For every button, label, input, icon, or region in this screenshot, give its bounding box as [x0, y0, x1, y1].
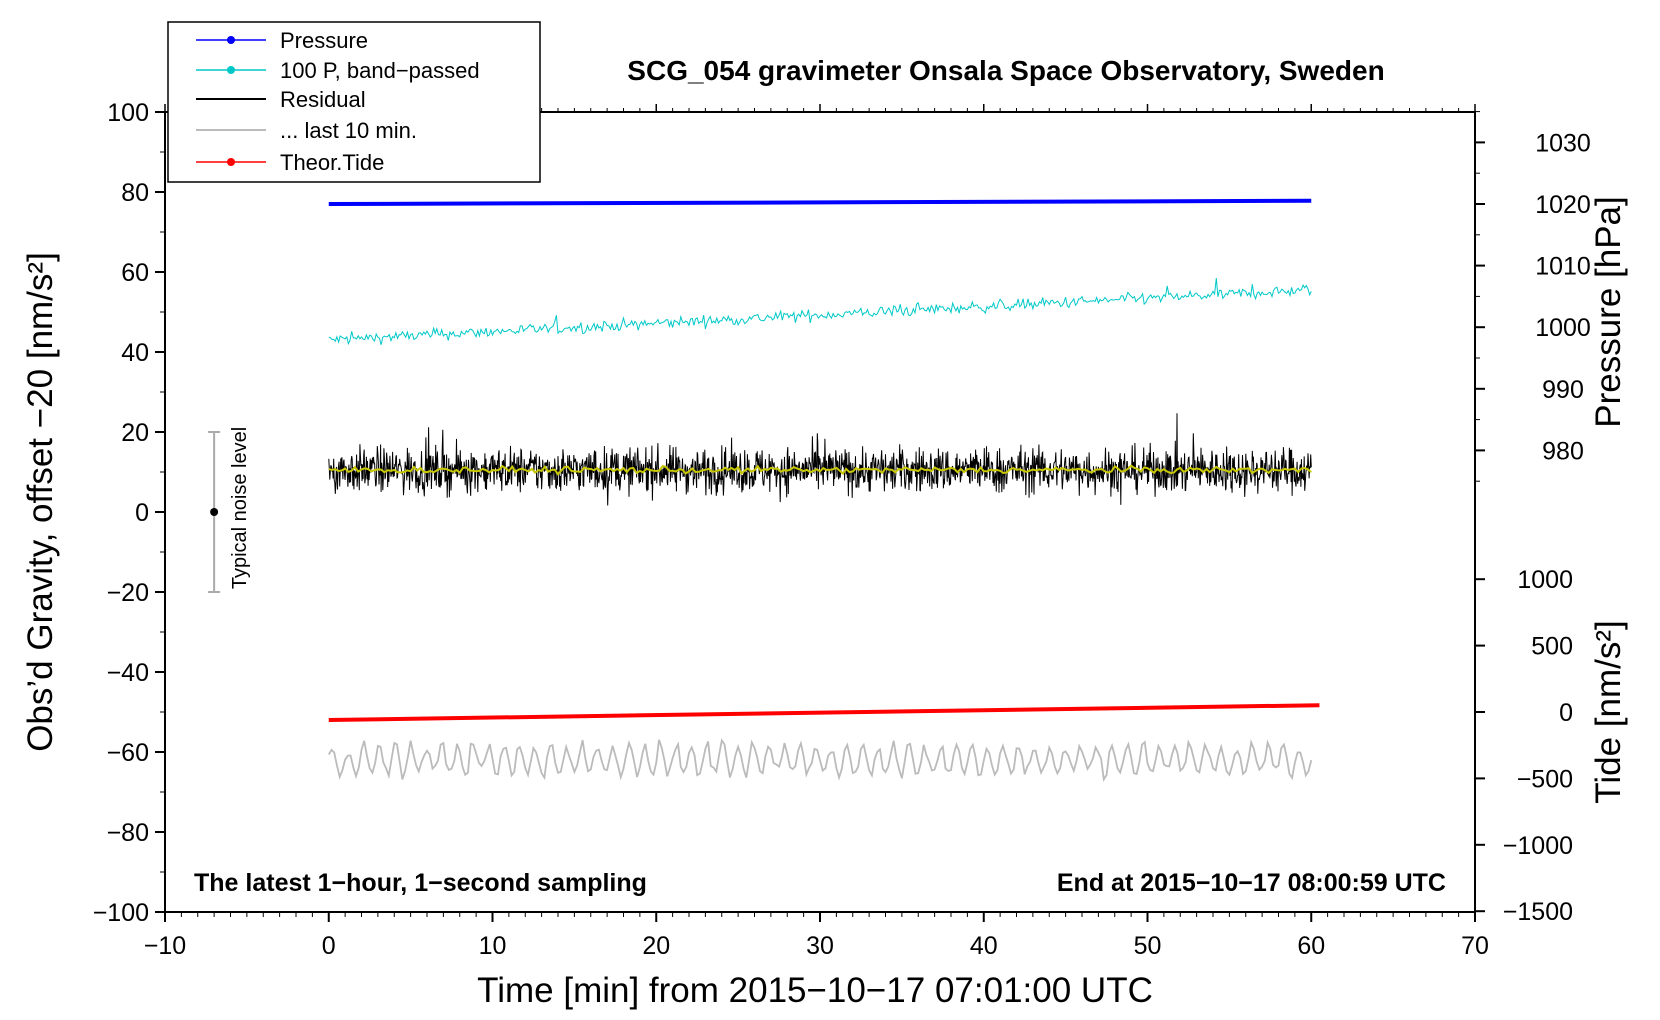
x-tick-label: 40	[970, 932, 998, 960]
y-tick-label: −80	[107, 819, 149, 847]
noise-level-indicator: Typical noise level	[208, 427, 251, 593]
series-band-passed	[328, 277, 1312, 346]
chart-title: SCG_054 gravimeter Onsala Space Observat…	[627, 55, 1384, 86]
plot-frame	[164, 111, 1476, 913]
series-theor-tide	[328, 703, 1320, 722]
legend-label-theor-tide: Theor.Tide	[280, 150, 384, 175]
x-tick-label: 30	[806, 932, 834, 960]
tide-tick-label: −1500	[1503, 898, 1573, 926]
x-tick-label: 20	[642, 932, 670, 960]
pressure-tick-label: 1010	[1535, 253, 1591, 281]
tide-tick-label: 0	[1559, 699, 1573, 727]
pressure-tick-label: 1020	[1535, 191, 1591, 219]
y-tick-label: 20	[121, 419, 149, 447]
legend-item-residual: Residual	[196, 87, 366, 112]
y-tick-label: −20	[107, 579, 149, 607]
legend-box	[167, 21, 541, 183]
y-tick-label: 0	[135, 499, 149, 527]
series-pressure	[328, 198, 1312, 206]
y-axis-title: Obs’d Gravity, offset −20 [nm/s²]	[21, 252, 60, 752]
x-tick-label: 0	[322, 932, 336, 960]
pressure-tick-label: 990	[1542, 376, 1584, 404]
series-residual	[328, 413, 1312, 506]
tide-axis-title: Tide [nm/s²]	[1589, 620, 1628, 803]
legend-item-last-10-min: ... last 10 min.	[196, 118, 417, 143]
axes-group: −10 0 10 20 30 40 50 60 70−100−80−60−40−20020406…	[93, 99, 1591, 960]
pressure-tick-label: 1000	[1535, 314, 1591, 342]
legend-item-band-passed: 100 P, band−passed	[196, 58, 480, 83]
y-tick-label: 100	[107, 99, 149, 127]
tide-tick-label: −500	[1517, 765, 1573, 793]
y-tick-label: 60	[121, 259, 149, 287]
legend: Pressure 100 P, band−passed Residual ...…	[167, 21, 541, 183]
legend-item-pressure: Pressure	[196, 28, 368, 53]
y-tick-label: −40	[107, 659, 149, 687]
series-group	[328, 198, 1320, 783]
series-last-10-min	[328, 738, 1313, 783]
legend-label-pressure: Pressure	[280, 28, 368, 53]
y-tick-label: 40	[121, 339, 149, 367]
x-axis-title: Time [min] from 2015−10−17 07:01:00 UTC	[477, 971, 1153, 1010]
noise-level-dot	[210, 508, 219, 516]
annotation-right: End at 2015−10−17 08:00:59 UTC	[1057, 869, 1446, 897]
pressure-tick-label: 1030	[1535, 129, 1591, 157]
pressure-axis-title: Pressure [hPa]	[1589, 196, 1628, 428]
legend-swatch-dot	[227, 36, 235, 44]
annotation-left: The latest 1−hour, 1−second sampling	[194, 869, 647, 897]
tide-tick-label: −1000	[1503, 832, 1573, 860]
tide-tick-label: 1000	[1517, 566, 1573, 594]
y-tick-label: 80	[121, 179, 149, 207]
tide-tick-label: 500	[1531, 633, 1573, 661]
y-tick-label: −100	[93, 899, 149, 927]
series-residual-smoothed	[328, 464, 1312, 476]
x-tick-label: −10	[144, 932, 186, 960]
pressure-tick-label: 980	[1542, 437, 1584, 465]
x-tick-label: 70	[1461, 932, 1489, 960]
x-tick-label: 50	[1134, 932, 1162, 960]
legend-label-last-10-min: ... last 10 min.	[280, 118, 417, 143]
x-tick-label: 60	[1297, 932, 1325, 960]
legend-swatch-dot	[227, 66, 235, 74]
legend-label-band-passed: 100 P, band−passed	[280, 58, 480, 83]
legend-label-residual: Residual	[280, 87, 366, 112]
noise-level-label: Typical noise level	[229, 427, 251, 589]
legend-item-theor-tide: Theor.Tide	[196, 150, 384, 175]
y-tick-label: −60	[107, 739, 149, 767]
x-tick-label: 10	[479, 932, 507, 960]
legend-swatch-dot	[227, 158, 235, 166]
